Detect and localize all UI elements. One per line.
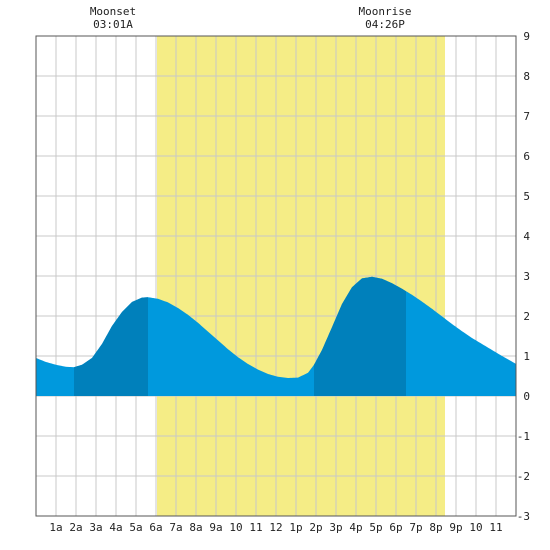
x-tick-label: 5p bbox=[369, 521, 382, 534]
x-tick-label: 8p bbox=[429, 521, 442, 534]
x-tick-label: 11 bbox=[249, 521, 262, 534]
x-tick-label: 6a bbox=[149, 521, 162, 534]
y-tick-label: -1 bbox=[517, 430, 530, 443]
y-tick-label: 0 bbox=[523, 390, 530, 403]
y-tick-label: 7 bbox=[523, 110, 530, 123]
x-tick-label: 10 bbox=[469, 521, 482, 534]
y-tick-label: 9 bbox=[523, 30, 530, 43]
x-tick-label: 10 bbox=[229, 521, 242, 534]
x-tick-label: 3a bbox=[89, 521, 102, 534]
x-tick-label: 9p bbox=[449, 521, 462, 534]
moonrise-label: Moonrise bbox=[359, 5, 412, 18]
y-tick-label: 4 bbox=[523, 230, 530, 243]
x-tick-label: 5a bbox=[129, 521, 142, 534]
x-tick-label: 12 bbox=[269, 521, 282, 534]
tide-area-rising bbox=[74, 297, 148, 396]
x-tick-label: 8a bbox=[189, 521, 202, 534]
x-tick-label: 2a bbox=[69, 521, 82, 534]
y-tick-label: -2 bbox=[517, 470, 530, 483]
x-tick-label: 7p bbox=[409, 521, 422, 534]
moonset-time: 03:01A bbox=[93, 18, 133, 31]
x-tick-label: 1a bbox=[49, 521, 62, 534]
moonset-label: Moonset bbox=[90, 5, 136, 18]
tide-area-rising bbox=[314, 276, 406, 396]
x-tick-label: 7a bbox=[169, 521, 182, 534]
y-tick-label: 5 bbox=[523, 190, 530, 203]
x-tick-label: 4p bbox=[349, 521, 362, 534]
x-tick-label: 9a bbox=[209, 521, 222, 534]
x-tick-label: 2p bbox=[309, 521, 322, 534]
y-tick-label: 3 bbox=[523, 270, 530, 283]
moonrise-time: 04:26P bbox=[365, 18, 405, 31]
x-tick-label: 1p bbox=[289, 521, 302, 534]
x-tick-label: 11 bbox=[489, 521, 502, 534]
x-tick-label: 4a bbox=[109, 521, 122, 534]
plot-border bbox=[35, 35, 517, 517]
x-tick-label: 3p bbox=[329, 521, 342, 534]
y-tick-label: 2 bbox=[523, 310, 530, 323]
y-tick-label: 6 bbox=[523, 150, 530, 163]
x-tick-label: 6p bbox=[389, 521, 402, 534]
y-tick-label: -3 bbox=[517, 510, 530, 523]
y-tick-label: 1 bbox=[523, 350, 530, 363]
y-tick-label: 8 bbox=[523, 70, 530, 83]
